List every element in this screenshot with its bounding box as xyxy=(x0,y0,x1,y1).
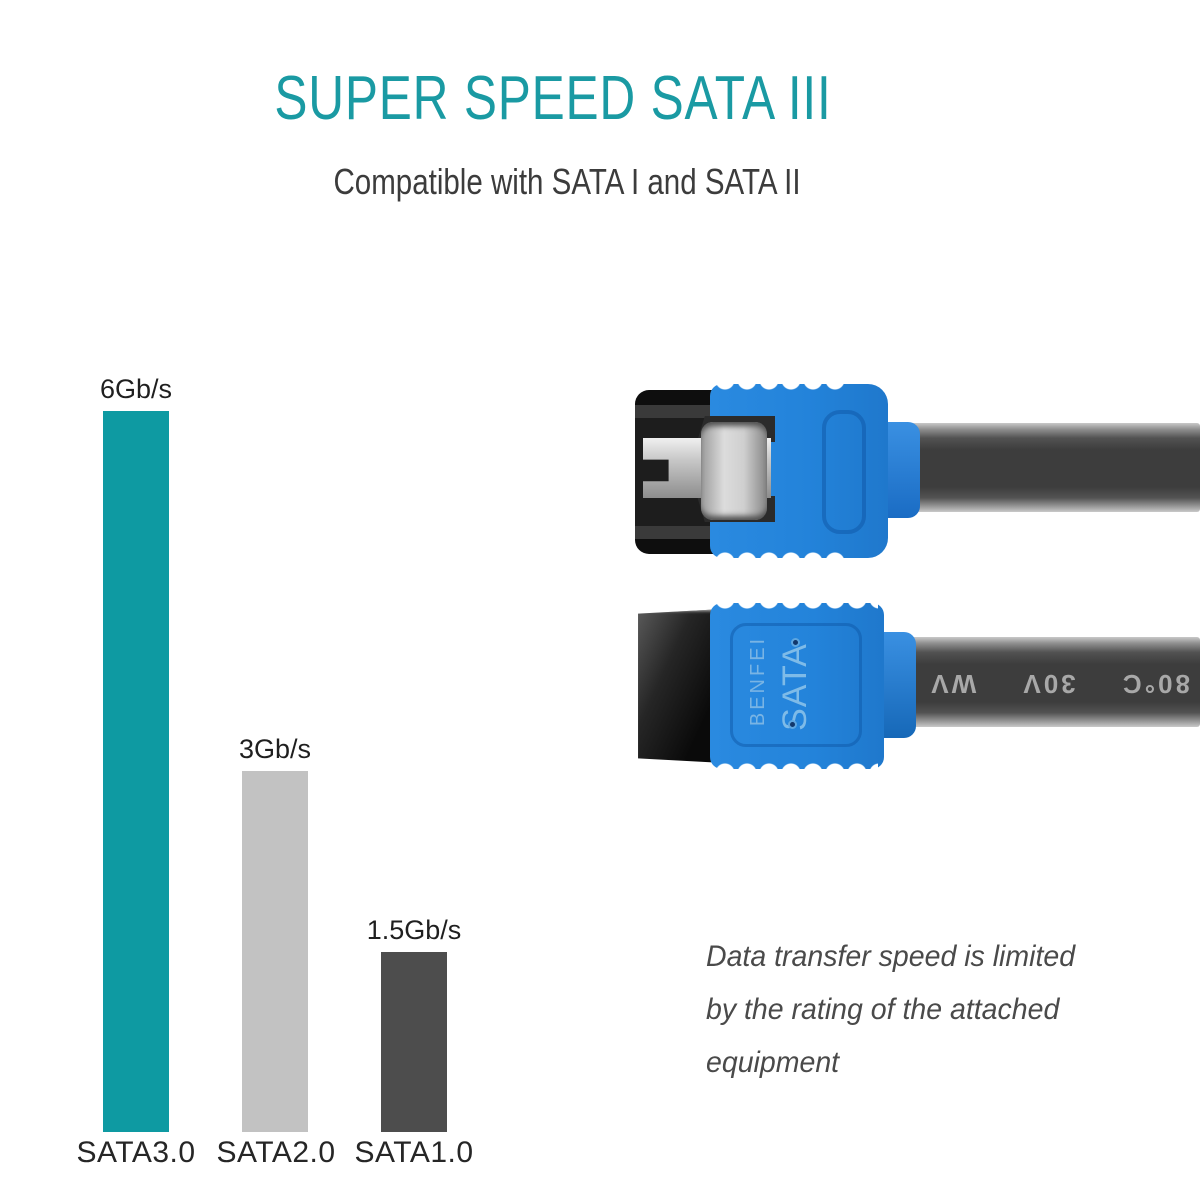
housing-ribs xyxy=(714,383,846,397)
bar-group-sata3: 6Gb/s xyxy=(99,374,173,1132)
flat-cable-graphic: 80°C 30V WV xyxy=(878,637,1200,727)
footnote-line: Data transfer speed is limited xyxy=(706,940,1076,973)
housing-ribs xyxy=(714,602,878,616)
housing-panel-outline xyxy=(730,623,862,747)
housing-dot xyxy=(788,720,797,729)
footnote: Data transfer speed is limited by the ra… xyxy=(706,930,1146,1089)
bar-group-sata2: 3Gb/s xyxy=(238,734,312,1132)
category-label-sata2: SATA2.0 xyxy=(216,1136,336,1169)
connector-blue-housing: BENFEI SATA xyxy=(710,602,884,770)
page-subtitle: Compatible with SATA I and SATA II xyxy=(333,161,801,203)
page-title: SUPER SPEED SATA III xyxy=(274,64,832,133)
cable-marking-text: 80°C 30V WV xyxy=(928,669,1190,699)
sata-connector-plug-graphic: 80°C 30V WV BENFEI SATA xyxy=(638,602,1200,771)
category-label-sata3: SATA3.0 xyxy=(76,1136,196,1169)
footnote-line: by the rating of the attached xyxy=(706,993,1060,1026)
brand-text: BENFEI xyxy=(747,635,769,727)
bar-value-label: 6Gb/s xyxy=(99,374,173,404)
category-label-sata1: SATA1.0 xyxy=(354,1136,474,1169)
bar-sata3 xyxy=(103,411,169,1132)
footnote-line: equipment xyxy=(706,1046,840,1079)
bar-value-label: 1.5Gb/s xyxy=(366,915,462,945)
bar-sata2 xyxy=(242,771,308,1132)
housing-grip-detail xyxy=(822,410,866,534)
bar-group-sata1: 1.5Gb/s xyxy=(367,915,461,1132)
connector-black-head xyxy=(638,609,724,763)
sata-connector-latch-graphic xyxy=(635,383,1200,559)
metal-latch-clip xyxy=(701,422,767,520)
speed-comparison-chart: 6Gb/s 3Gb/s 1.5Gb/s SATA3.0 SATA2.0 SATA… xyxy=(76,374,474,1169)
housing-dot xyxy=(791,638,800,647)
bar-value-label: 3Gb/s xyxy=(238,734,312,764)
flat-cable-graphic xyxy=(883,423,1200,512)
housing-ribs xyxy=(714,756,878,770)
bar-sata1 xyxy=(381,952,447,1132)
connector-strain-relief xyxy=(878,632,916,738)
housing-ribs xyxy=(714,545,846,559)
